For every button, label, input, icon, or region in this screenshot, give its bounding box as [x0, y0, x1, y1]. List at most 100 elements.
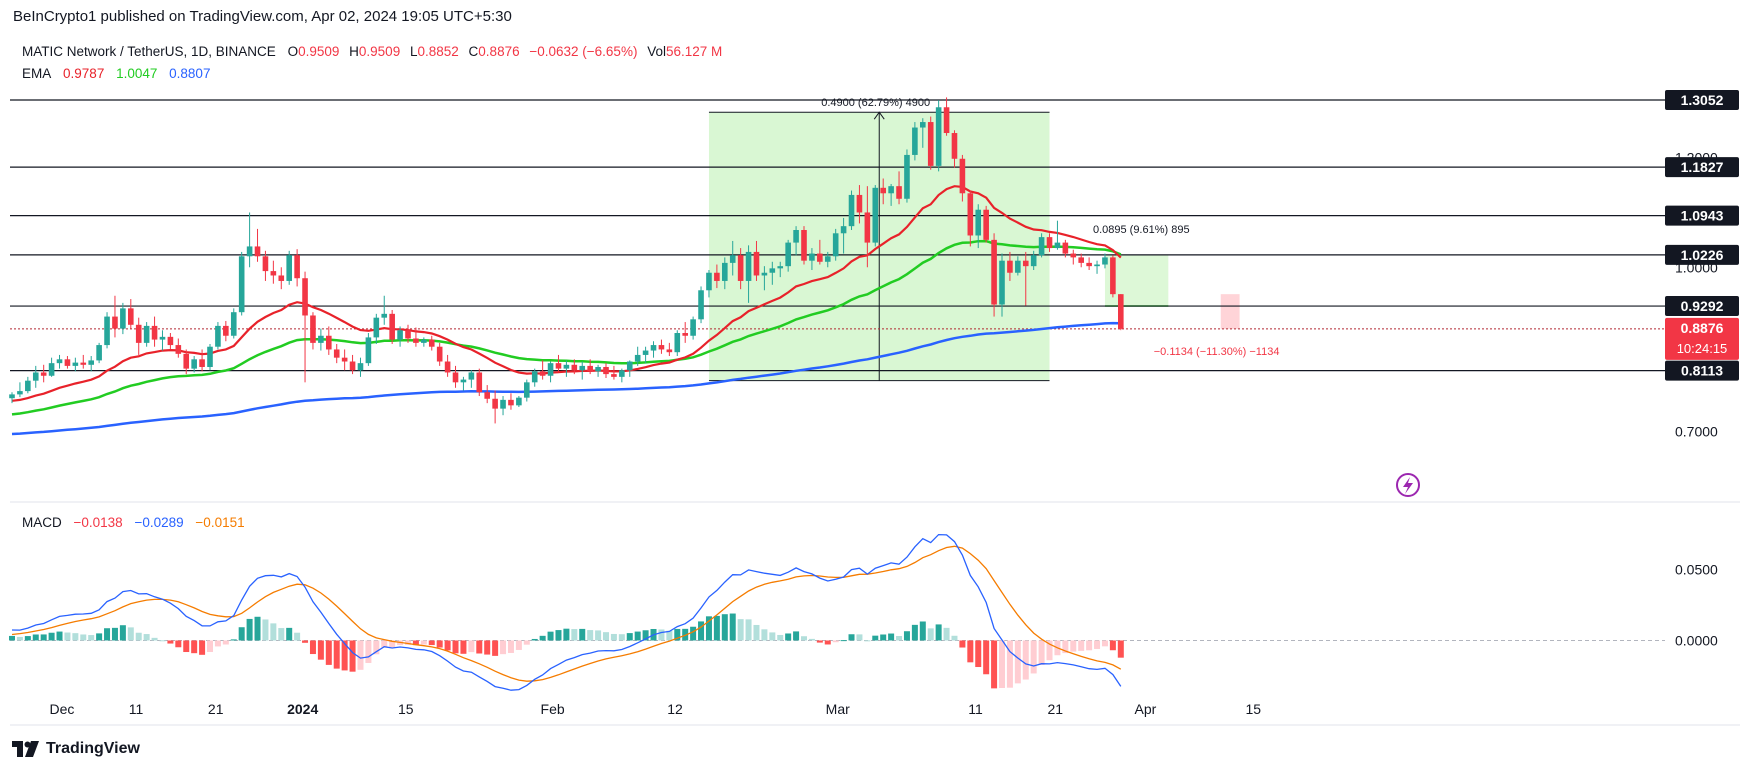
- brand-name: TradingView: [46, 740, 140, 757]
- macd-histogram-bar: [610, 633, 617, 641]
- candle-body: [1022, 260, 1029, 267]
- candle-body: [824, 256, 831, 262]
- macd-histogram-bar: [563, 628, 570, 641]
- candle-body: [444, 361, 451, 373]
- ema-legend[interactable]: EMA 0.9787 1.0047 0.8807: [22, 66, 218, 81]
- macd-histogram-bar: [1109, 640, 1116, 651]
- macd-histogram-bar: [832, 640, 839, 643]
- macd-histogram-bar: [690, 626, 697, 641]
- lightning-icon[interactable]: [1396, 473, 1420, 497]
- candle-body: [729, 255, 736, 263]
- macd-histogram-bar: [1101, 640, 1108, 647]
- macd-histogram-bar: [1006, 640, 1013, 688]
- candle-body: [254, 246, 261, 257]
- macd-legend[interactable]: MACD −0.0138 −0.0289 −0.0151: [22, 515, 253, 530]
- macd-histogram-bar: [278, 628, 285, 641]
- candle-body: [207, 346, 213, 367]
- last-price-label: 0.8876: [1681, 320, 1724, 336]
- macd-histogram-bar: [135, 632, 142, 641]
- macd-histogram-bar: [286, 627, 293, 641]
- open-value: 0.9509: [298, 44, 340, 59]
- macd-histogram-bar: [468, 640, 475, 653]
- macd-histogram-bar: [24, 636, 31, 641]
- candle-body: [310, 315, 316, 343]
- macd-histogram-bar: [705, 616, 712, 641]
- x-tick-label: 11: [129, 701, 144, 717]
- candle-body: [270, 271, 277, 276]
- macd-histogram-bar: [856, 634, 863, 641]
- macd-histogram-bar: [729, 613, 736, 641]
- candle-body: [120, 308, 126, 329]
- candle-body: [896, 186, 902, 199]
- candle-body: [1118, 294, 1124, 329]
- candle-body: [1038, 237, 1045, 256]
- range-up-label: 0.4900 (62.79%) 4900: [821, 97, 930, 109]
- candle-body: [793, 230, 799, 243]
- candle-body: [817, 253, 823, 262]
- macd-label: MACD: [22, 515, 62, 530]
- candle-body: [104, 316, 110, 346]
- macd-histogram-bar: [214, 640, 221, 647]
- macd-histogram-bar: [777, 634, 784, 641]
- macd-histogram-bar: [880, 634, 887, 641]
- candle-body: [1086, 262, 1092, 267]
- close-label: C: [468, 44, 479, 59]
- x-tick-label: 12: [667, 701, 683, 717]
- candle-body: [1054, 242, 1061, 249]
- candle-body: [745, 251, 752, 281]
- candle-body: [436, 346, 443, 362]
- macd-histogram-bar: [848, 634, 855, 641]
- horizontal-levels: [10, 99, 1675, 372]
- symbol-name[interactable]: MATIC Network / TetherUS, 1D, BINANCE: [22, 44, 276, 59]
- candle-body: [1015, 260, 1021, 273]
- macd-histogram-bar: [317, 640, 324, 660]
- macd-histogram-bar: [903, 631, 910, 641]
- candle-body: [555, 363, 562, 369]
- candle-body: [159, 336, 166, 340]
- macd-histogram-bar: [246, 618, 253, 641]
- candle-body: [1078, 257, 1084, 263]
- macd-histogram-bar: [238, 627, 245, 641]
- symbol-legend: MATIC Network / TetherUS, 1D, BINANCE O0…: [22, 44, 728, 59]
- macd-histogram-bar: [1062, 640, 1069, 654]
- macd-histogram-bar: [436, 640, 443, 648]
- candle-body: [48, 363, 55, 376]
- macd-histogram-bar: [119, 625, 126, 641]
- macd-histogram-bar: [840, 640, 847, 642]
- candle-body: [199, 359, 205, 367]
- macd-histogram-bar: [175, 640, 182, 648]
- macd-histogram-bar: [9, 635, 15, 641]
- macd-histogram-bar: [579, 628, 586, 641]
- candle-body: [183, 353, 190, 369]
- candle-body: [801, 230, 807, 261]
- macd-histogram-bar: [16, 636, 23, 641]
- macd-histogram-bar: [999, 640, 1005, 688]
- macd-histogram-bar: [341, 640, 348, 671]
- candle-body: [666, 349, 673, 353]
- macd-histogram-bar: [674, 628, 681, 641]
- candle-body: [32, 372, 39, 381]
- candle-body: [714, 272, 720, 281]
- candle-body: [500, 399, 506, 409]
- macd-histogram-bar: [507, 640, 514, 653]
- macd-line-value: −0.0289: [134, 515, 184, 530]
- macd-histogram-bar: [785, 633, 792, 641]
- candle-body: [508, 399, 514, 406]
- candle-body: [1110, 257, 1116, 295]
- x-tick-label: 15: [1245, 701, 1261, 717]
- macd-histogram-bar: [983, 640, 990, 675]
- price-label-box: [1665, 244, 1739, 265]
- candle-body: [357, 363, 364, 371]
- candle-body: [927, 122, 934, 166]
- candle-body: [1062, 242, 1069, 254]
- macd-histogram-bar: [64, 632, 71, 641]
- footer-brand[interactable]: TradingView: [12, 740, 140, 758]
- candle-body: [223, 325, 229, 336]
- tradingview-logo-icon: [12, 741, 39, 757]
- candle-body: [452, 372, 459, 383]
- candle-body: [983, 209, 989, 240]
- last-price-box: [1665, 317, 1739, 360]
- ema-mid-value: 1.0047: [116, 66, 158, 81]
- macd-histogram-bar: [769, 632, 776, 641]
